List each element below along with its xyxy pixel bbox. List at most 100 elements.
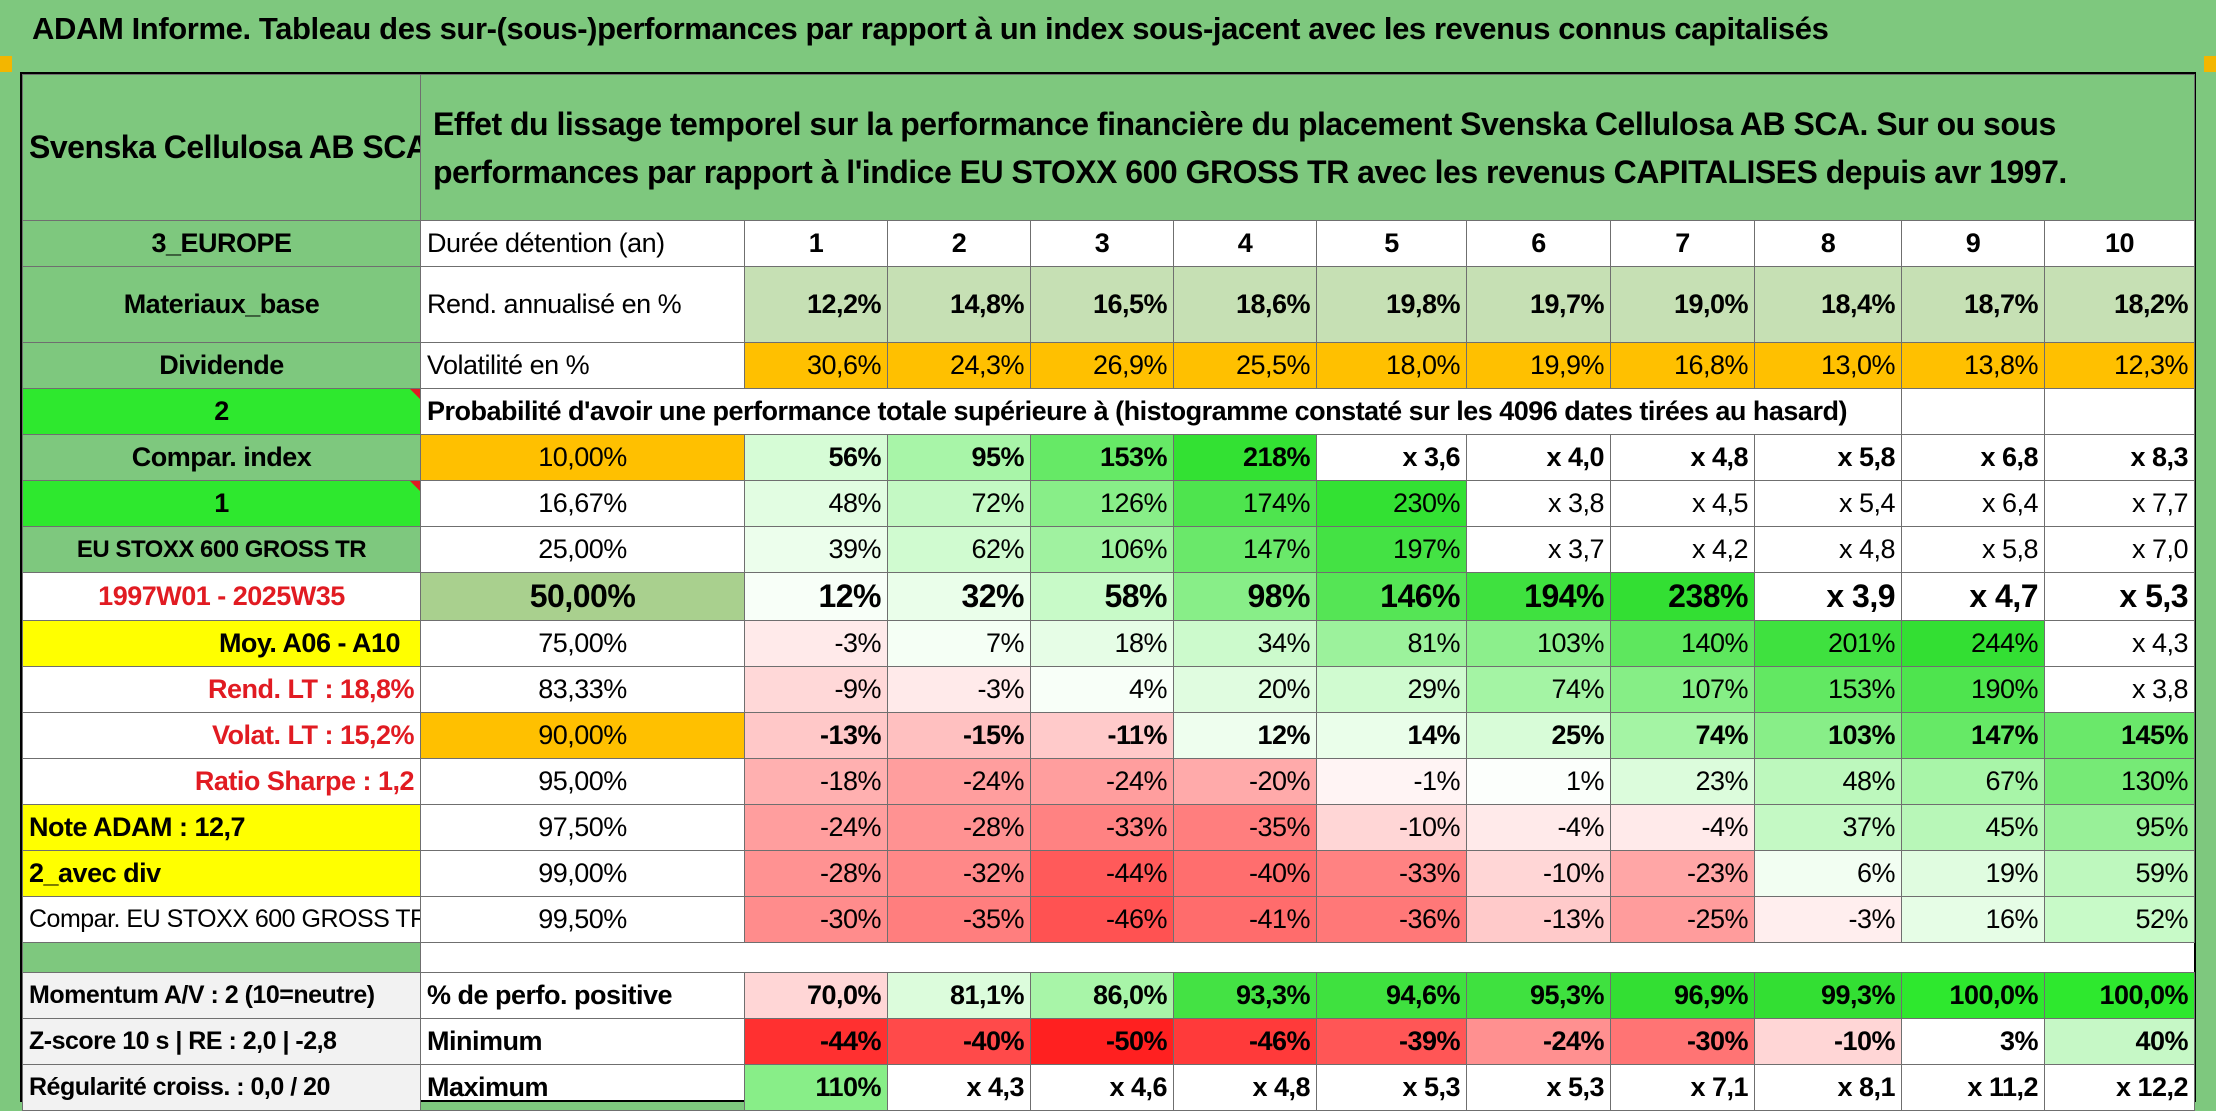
performance-cell: x 4,0 [1466,434,1611,481]
summary-cell: 3% [1901,1018,2045,1065]
quantile-threshold: 97,50% [420,804,745,851]
performance-cell: 145% [2043,712,2196,759]
annual-return-cell: 19,8% [1316,266,1467,343]
spacer-cell [22,942,421,973]
volatility-cell: 12,3% [2043,342,2196,389]
performance-cell: 25% [1466,712,1611,759]
summary-cell: 93,3% [1173,972,1317,1019]
table-description: Effet du lissage temporel sur la perform… [419,74,2196,221]
performance-cell: 48% [744,480,888,527]
summary-cell: -44% [744,1018,888,1065]
performance-cell: x 5,8 [1754,434,1902,481]
performance-cell: 81% [1316,620,1467,667]
performance-cell: 107% [1610,666,1755,713]
performance-cell: 190% [1901,666,2045,713]
performance-cell: -15% [887,712,1031,759]
zscore-label: Z-score 10 s | RE : 2,0 | -2,8 [22,1018,421,1065]
summary-row: Régularité croiss. : 0,0 / 20 Maximum 110%… [22,1064,2196,1111]
performance-cell: 218% [1173,434,1317,481]
annual-return-cell: 19,7% [1466,266,1611,343]
dividend-mode: 2_avec div [22,850,421,897]
summary-cell: x 5,3 [1316,1064,1467,1111]
performance-cell: 39% [744,526,888,573]
performance-cell: -46% [1030,896,1174,943]
annual-return-cell: 18,7% [1901,266,2045,343]
quantile-threshold: 99,50% [420,896,745,943]
performance-cell: -10% [1316,804,1467,851]
summary-cell: -24% [1466,1018,1611,1065]
performance-cell: -23% [1610,850,1755,897]
annual-return-cell: 12,2% [744,266,888,343]
sector-label: Materiaux_base [22,266,421,343]
annual-return-label: Rend. annualisé en % [420,266,745,343]
quantile-row: Note ADAM : 12,7 97,50% -24% -28% -33% -35% -1… [22,804,2196,851]
compar-index-label: Compar. index [22,434,421,481]
year-header: 8 [1754,220,1902,267]
performance-table: Svenska Cellulosa AB SCA Effet du lissag… [22,74,2196,1111]
performance-cell: 103% [1754,712,1902,759]
performance-cell: -33% [1316,850,1467,897]
probability-caption: Probabilité d'avoir une performance tota… [420,388,1902,435]
performance-cell: -18% [744,758,888,805]
performance-cell: -36% [1316,896,1467,943]
performance-cell: x 4,8 [1754,526,1902,573]
volatility-cell: 13,8% [1901,342,2045,389]
summary-cell: x 5,3 [1466,1064,1611,1111]
summary-cell: 94,6% [1316,972,1467,1019]
summary-cell: 40% [2043,1018,2196,1065]
performance-cell: x 5,4 [1754,480,1902,527]
summary-cell: 81,1% [887,972,1031,1019]
performance-cell: x 4,2 [1610,526,1755,573]
regularity-label: Régularité croiss. : 0,0 / 20 [22,1064,421,1111]
annual-return-cell: 19,0% [1610,266,1755,343]
year-header: 7 [1610,220,1755,267]
quantile-threshold: 83,33% [420,666,745,713]
performance-cell: 52% [2043,896,2196,943]
performance-cell: -25% [1610,896,1755,943]
year-header: 3 [1030,220,1174,267]
performance-cell: 230% [1316,480,1467,527]
performance-cell: 12% [1173,712,1317,759]
performance-cell: 23% [1610,758,1755,805]
year-header: 1 [744,220,888,267]
performance-cell: x 3,8 [2043,666,2196,713]
annual-return-cell: 18,6% [1173,266,1317,343]
setting-value-1[interactable]: 1 [22,480,421,527]
momentum-label: Momentum A/V : 2 (10=neutre) [22,972,421,1019]
performance-cell: 174% [1173,480,1317,527]
long-term-return: Rend. LT : 18,8% [22,666,421,713]
year-header: 4 [1173,220,1317,267]
summary-cell: 110% [744,1064,888,1111]
annual-return-cell: 18,2% [2043,266,2196,343]
average-label: Moy. A06 - A10 [22,620,421,667]
performance-cell: 140% [1610,620,1755,667]
summary-cell: 70,0% [744,972,888,1019]
summary-cell: x 12,2 [2043,1064,2196,1111]
summary-cell: -40% [887,1018,1031,1065]
long-term-volatility: Volat. LT : 15,2% [22,712,421,759]
performance-cell: -10% [1466,850,1611,897]
summary-cell: x 4,8 [1173,1064,1317,1111]
adam-score: Note ADAM : 12,7 [22,804,421,851]
quantile-threshold: 99,00% [420,850,745,897]
zscore-metric-label: Minimum [420,1018,745,1065]
summary-cell: -10% [1754,1018,1902,1065]
performance-cell: 67% [1901,758,2045,805]
summary-cell: -30% [1610,1018,1755,1065]
setting-value-2[interactable]: 2 [22,388,421,435]
region-label: 3_EUROPE [22,220,421,267]
performance-cell: -11% [1030,712,1174,759]
report-title: ADAM Informe. Tableau des sur-(sous-)per… [0,0,2216,58]
quantile-row: Rend. LT : 18,8% 83,33% -9% -3% 4% 20% 29% 74% 1… [22,666,2196,713]
performance-cell: 20% [1173,666,1317,713]
performance-cell: 130% [2043,758,2196,805]
performance-cell: -4% [1610,804,1755,851]
performance-cell: -3% [744,620,888,667]
performance-cell: 126% [1030,480,1174,527]
summary-cell: x 7,1 [1610,1064,1755,1111]
comparison-index-label: Compar. EU STOXX 600 GROSS TR [22,896,421,943]
performance-cell: -35% [1173,804,1317,851]
performance-cell: 98% [1173,572,1317,621]
summary-cell: 100,0% [1901,972,2045,1019]
performance-cell: -32% [887,850,1031,897]
